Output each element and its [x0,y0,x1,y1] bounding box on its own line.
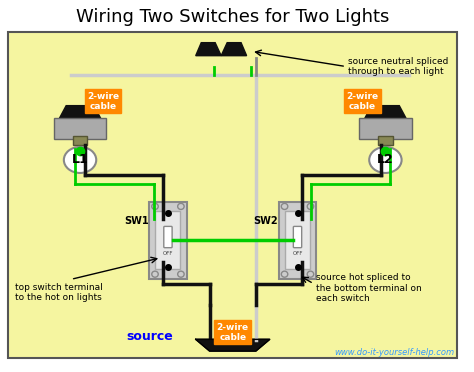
Text: SW2: SW2 [254,216,278,226]
FancyBboxPatch shape [149,202,187,279]
FancyBboxPatch shape [359,118,412,139]
Text: www.do-it-yourself-help.com: www.do-it-yourself-help.com [335,348,455,357]
FancyBboxPatch shape [293,227,301,248]
Text: L2: L2 [377,153,394,166]
Text: OFF: OFF [292,251,303,256]
Ellipse shape [64,147,96,173]
FancyBboxPatch shape [378,137,393,145]
FancyBboxPatch shape [9,32,457,357]
FancyBboxPatch shape [279,202,317,279]
Text: top switch terminal
to the hot on lights: top switch terminal to the hot on lights [15,283,103,302]
Circle shape [281,271,288,277]
Text: source: source [126,330,173,343]
Text: Wiring Two Switches for Two Lights: Wiring Two Switches for Two Lights [76,7,390,26]
Ellipse shape [369,147,401,173]
Text: SW1: SW1 [124,216,148,226]
Text: 2-wire
cable: 2-wire cable [346,92,378,111]
FancyBboxPatch shape [54,118,107,139]
Circle shape [281,203,288,209]
Polygon shape [196,339,270,351]
Circle shape [152,203,158,209]
Text: source neutral spliced
through to each light: source neutral spliced through to each l… [348,57,449,76]
Text: OFF: OFF [163,251,173,256]
Text: L1: L1 [72,153,89,166]
Polygon shape [196,43,221,56]
FancyBboxPatch shape [164,227,172,248]
FancyBboxPatch shape [73,137,87,145]
Circle shape [178,203,184,209]
FancyBboxPatch shape [285,211,310,269]
Polygon shape [365,106,406,119]
Polygon shape [221,43,246,56]
FancyBboxPatch shape [155,211,181,269]
Circle shape [307,203,314,209]
Circle shape [178,271,184,277]
Text: 2-wire
cable: 2-wire cable [217,323,249,342]
Polygon shape [59,106,101,119]
Text: 2-wire
cable: 2-wire cable [87,92,119,111]
Circle shape [307,271,314,277]
Circle shape [152,271,158,277]
Text: source hot spliced to
the bottom terminal on
each switch: source hot spliced to the bottom termina… [316,273,422,303]
